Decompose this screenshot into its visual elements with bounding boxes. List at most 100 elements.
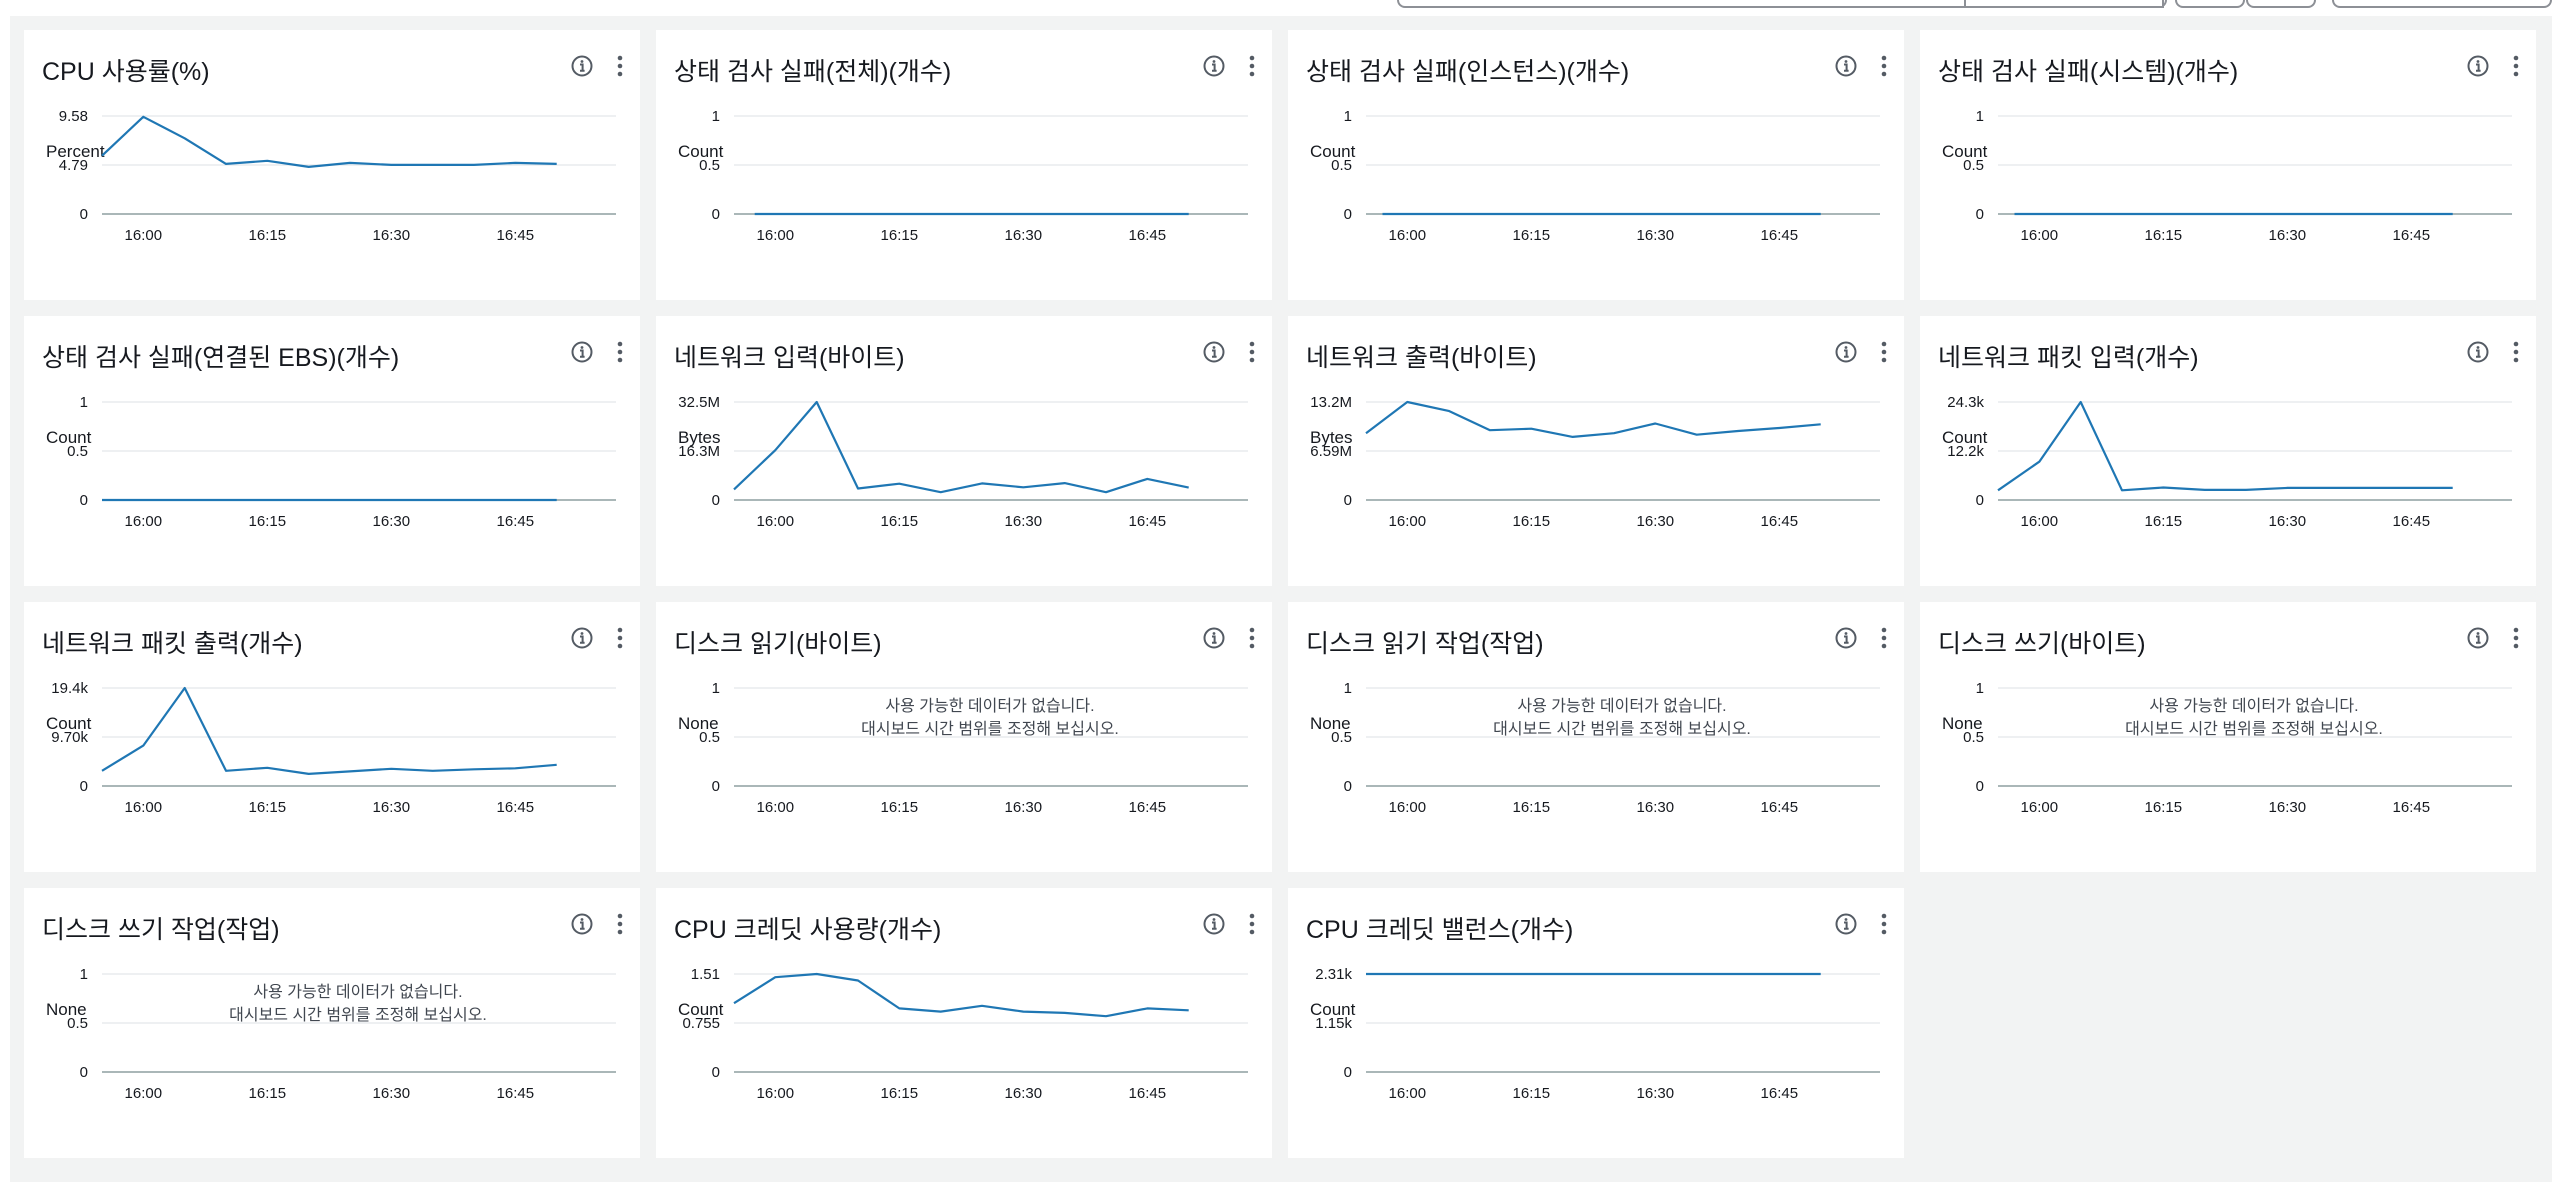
metric-panel[interactable]: 디스크 읽기 작업(작업) None 1 0.5 0 16:00 16:15 16:30 16:… [1288,602,1904,872]
info-icon-stem [1844,349,1849,358]
more-options-icon[interactable] [1246,910,1258,938]
more-options-icon[interactable] [1246,338,1258,366]
x-tick-label: 16:30 [2269,799,2307,816]
info-icon[interactable] [1834,54,1858,78]
metric-chart: Count 19.4k 9.70k 0 16:00 16:15 16:30 16:45 [46,680,616,816]
more-options-icon[interactable] [1878,52,1890,80]
more-options-icon[interactable] [1246,52,1258,80]
info-icon[interactable] [2466,54,2490,78]
x-tick-label: 16:00 [757,799,795,816]
x-tick-label: 16:00 [125,513,163,530]
refresh-button[interactable] [2175,0,2245,8]
more-options-dot [617,929,623,935]
info-icon-dot [1212,60,1216,63]
more-options-icon[interactable] [2510,338,2522,366]
more-options-icon[interactable] [1878,338,1890,366]
more-options-icon[interactable] [614,910,626,938]
info-icon[interactable] [1202,54,1226,78]
metric-panel[interactable]: 디스크 쓰기(바이트) None 1 0.5 0 16:00 16:15 16:30 16:45… [1920,602,2536,872]
y-tick-label: 0 [1976,206,1984,223]
y-axis-label: Bytes [678,428,721,447]
no-data-message: 사용 가능한 데이터가 없습니다. [2149,697,2358,715]
y-tick-label: 0 [80,1064,88,1081]
info-icon-stem [1844,635,1849,644]
info-icon[interactable] [1834,340,1858,364]
info-icon[interactable] [1202,626,1226,650]
more-options-icon[interactable] [1246,624,1258,652]
more-options-dot [1881,341,1887,347]
metric-panel[interactable]: 디스크 쓰기 작업(작업) None 1 0.5 0 16:00 16:15 16:30 16:… [24,888,640,1158]
more-options-dot [2513,627,2519,633]
info-icon-dot [1844,918,1848,921]
y-tick-label: 6.59M [1310,443,1352,460]
x-tick-label: 16:15 [1513,1085,1551,1102]
info-icon-stem [2476,349,2481,358]
metric-panel[interactable]: CPU 크레딧 사용량(개수) Count 1.51 0.755 0 16:00 16:15… [656,888,1272,1158]
more-options-dot [1881,929,1887,935]
info-icon[interactable] [570,626,594,650]
metric-panel[interactable]: 상태 검사 실패(인스턴스)(개수) Count 1 0.5 0 16:00 16:15 16… [1288,30,1904,300]
y-axis-label: Bytes [1310,428,1353,447]
x-tick-label: 16:30 [373,1085,411,1102]
x-tick-label: 16:15 [881,227,919,244]
more-options-icon[interactable] [2510,52,2522,80]
info-icon[interactable] [570,912,594,936]
y-tick-label: 1 [712,108,720,125]
time-range-dropdown[interactable] [1964,0,2164,8]
metric-chart: Count 24.3k 12.2k 0 16:00 16:15 16:30 16:45 [1942,394,2512,530]
more-options-icon[interactable] [614,624,626,652]
metric-panel[interactable]: 네트워크 입력(바이트) Bytes 32.5M 16.3M 0 16:00 16:15 16… [656,316,1272,586]
metric-panel[interactable]: 상태 검사 실패(시스템)(개수) Count 1 0.5 0 16:00 16:15 16:… [1920,30,2536,300]
info-icon[interactable] [1834,912,1858,936]
metric-panel[interactable]: 네트워크 출력(바이트) Bytes 13.2M 6.59M 0 16:00 16:15 16… [1288,316,1904,586]
panel-title: 상태 검사 실패(인스턴스)(개수) [1306,58,1630,86]
more-options-dot [1249,357,1255,363]
info-icon[interactable] [570,340,594,364]
more-options-icon[interactable] [1878,910,1890,938]
metric-panel[interactable]: 상태 검사 실패(연결된 EBS)(개수) Count 1 0.5 0 16:00 16:1… [24,316,640,586]
x-tick-label: 16:45 [1129,513,1167,530]
info-icon[interactable] [2466,626,2490,650]
y-axis-label: None [1310,714,1351,733]
more-options-icon[interactable] [614,52,626,80]
metric-panel[interactable]: 디스크 읽기(바이트) None 1 0.5 0 16:00 16:15 16:30 16:45… [656,602,1272,872]
more-options-icon[interactable] [2510,624,2522,652]
x-tick-label: 16:00 [125,227,163,244]
metric-panel[interactable]: 네트워크 패킷 입력(개수) Count 24.3k 12.2k 0 16:00 16:15… [1920,316,2536,586]
info-icon[interactable] [570,54,594,78]
info-icon[interactable] [2466,340,2490,364]
metric-panel[interactable]: CPU 크레딧 밸런스(개수) Count 2.31k 1.15k 0 16:00 16:1… [1288,888,1904,1158]
info-icon[interactable] [1834,626,1858,650]
add-to-dashboard-button[interactable] [2332,0,2552,8]
x-tick-label: 16:30 [1637,799,1675,816]
info-icon-circle [1203,341,1225,363]
metric-chart: Percent 9.58 4.79 0 16:00 16:15 16:30 16:45 [46,108,616,244]
info-icon-circle [1835,341,1857,363]
x-tick-label: 16:00 [2021,799,2059,816]
info-icon-dot [1212,346,1216,349]
metric-chart: Count 1.51 0.755 0 16:00 16:15 16:30 16:45 [678,966,1248,1102]
y-tick-label: 0 [80,778,88,795]
info-icon-circle [571,341,593,363]
y-tick-label: 0 [712,778,720,795]
metric-chart: Bytes 13.2M 6.59M 0 16:00 16:15 16:30 16:45 [1310,394,1880,530]
info-icon[interactable] [1202,912,1226,936]
y-tick-label: 16.3M [678,443,720,460]
info-icon[interactable] [1202,340,1226,364]
metric-panel[interactable]: 네트워크 패킷 출력(개수) Count 19.4k 9.70k 0 16:00 16:15… [24,602,640,872]
panel-title: 디스크 읽기(바이트) [674,630,882,658]
more-options-icon[interactable] [1878,624,1890,652]
refresh-interval-button[interactable] [2246,0,2316,8]
info-icon-stem [580,349,585,358]
info-icon-circle [1835,627,1857,649]
metric-panel[interactable]: 상태 검사 실패(전체)(개수) Count 1 0.5 0 16:00 16:15 16:3… [656,30,1272,300]
y-axis-label: Count [678,1000,724,1019]
metric-panel[interactable]: CPU 사용률(%) Percent 9.58 4.79 0 16:00 16:15 16:3… [24,30,640,300]
x-tick-label: 16:45 [2393,227,2431,244]
more-options-dot [617,913,623,919]
x-tick-label: 16:15 [881,513,919,530]
metric-chart: None 1 0.5 0 16:00 16:15 16:30 16:45 사용 가능한 데이터가… [1942,680,2512,816]
more-options-dot [617,643,623,649]
more-options-icon[interactable] [614,338,626,366]
no-data-message: 사용 가능한 데이터가 없습니다. [885,697,1094,715]
